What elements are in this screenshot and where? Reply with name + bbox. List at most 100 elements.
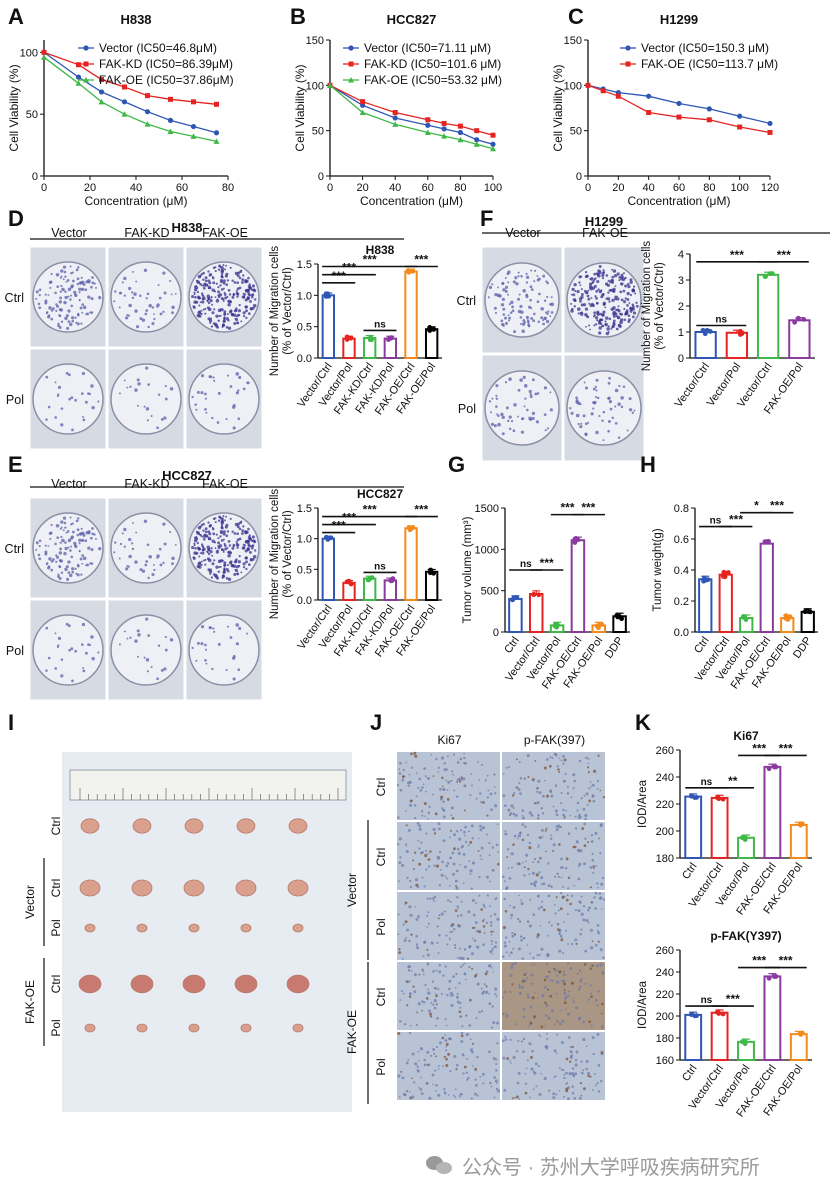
cell-dot [87, 643, 90, 647]
stain-dot [553, 967, 556, 970]
cell-dot [570, 293, 573, 296]
cell-dot [86, 563, 89, 567]
stain-dot [444, 965, 447, 968]
stain-dot [578, 1096, 582, 1100]
stain-dot [597, 886, 599, 889]
stain-dot [531, 871, 535, 875]
cell-dot [59, 547, 63, 551]
cell-dot [221, 323, 225, 327]
stain-dot [436, 1016, 439, 1020]
stain-dot [528, 873, 531, 876]
stain-dot [567, 1036, 571, 1039]
stain-dot [407, 968, 411, 972]
stain-dot [452, 862, 456, 866]
cell-dot [217, 519, 221, 522]
stain-dot [469, 840, 473, 844]
stain-dot [601, 876, 605, 880]
stain-dot [486, 814, 489, 817]
cell-dot [48, 531, 53, 536]
cell-dot [171, 305, 175, 310]
cell-dot [150, 666, 153, 669]
stain-dot [569, 814, 571, 817]
data-dot [344, 337, 350, 342]
panel-letter-K: K [635, 710, 651, 735]
y-tick-label: 150 [306, 35, 324, 47]
cell-dot [579, 284, 582, 287]
stain-dot [538, 1034, 540, 1036]
cell-dot [529, 394, 533, 399]
stain-dot [432, 1083, 434, 1086]
cell-dot [632, 285, 636, 288]
stain-dot [413, 973, 417, 977]
cell-dot [580, 288, 583, 291]
cell-dot [616, 297, 620, 301]
stain-dot [408, 879, 412, 883]
stain-dot [405, 1090, 409, 1093]
cell-dot [628, 408, 633, 412]
cell-dot [145, 366, 149, 370]
stain-dot [549, 994, 553, 998]
stain-dot [482, 1082, 485, 1085]
legend-entry: Vector (IC50=71.11 μM) [364, 41, 491, 55]
cell-dot [631, 411, 635, 415]
stain-dot [535, 787, 538, 790]
cell-dot [214, 575, 219, 579]
stain-dot [583, 794, 586, 797]
stain-dot [444, 1018, 447, 1021]
cell-dot [211, 416, 214, 420]
stain-dot [437, 917, 440, 920]
cell-dot [209, 524, 213, 528]
stain-dot [480, 1010, 484, 1013]
stain-dot [523, 874, 526, 877]
stain-dot [468, 945, 471, 949]
stain-dot [466, 957, 470, 960]
stain-dot [596, 1032, 600, 1036]
stain-dot [560, 802, 563, 805]
stain-dot [555, 1052, 558, 1055]
stain-dot [425, 849, 428, 852]
cell-dot [66, 577, 70, 581]
cell-dot [501, 297, 505, 301]
stain-dot [599, 852, 602, 855]
cell-dot [508, 303, 511, 306]
cell-dot [536, 300, 540, 304]
stain-dot [521, 986, 525, 989]
stain-dot [510, 1062, 512, 1065]
stain-dot [407, 828, 411, 832]
data-point [327, 82, 333, 88]
cell-dot [38, 288, 42, 292]
stain-dot [405, 824, 408, 827]
cell-dot [235, 540, 238, 543]
stain-dot [402, 775, 405, 778]
well [484, 262, 560, 338]
cell-dot [584, 307, 589, 311]
stain-dot [418, 827, 422, 831]
cell-dot [213, 630, 216, 633]
cell-dot [208, 281, 212, 285]
data-dot [795, 315, 801, 321]
stain-dot [490, 1085, 493, 1088]
cell-dot [145, 407, 150, 411]
cell-dot [507, 314, 510, 317]
cell-dot [223, 538, 225, 541]
cell-dot [527, 324, 530, 327]
cell-dot [575, 413, 580, 418]
data-point [99, 77, 104, 83]
cell-dot [612, 312, 616, 316]
stain-dot [429, 1015, 433, 1018]
cell-dot [194, 546, 197, 550]
stain-dot [441, 807, 444, 810]
stain-dot [398, 951, 402, 955]
stain-dot [482, 925, 486, 928]
stain-dot [563, 970, 566, 973]
cell-dot [162, 561, 165, 564]
stain-dot [548, 764, 552, 768]
stain-dot [444, 1034, 447, 1036]
stain-dot [465, 1014, 468, 1017]
cell-dot [44, 293, 47, 296]
stain-dot [520, 899, 523, 902]
stain-dot [602, 795, 606, 799]
stain-dot [405, 980, 409, 984]
stain-dot [413, 1081, 416, 1084]
stain-dot [555, 1075, 557, 1077]
